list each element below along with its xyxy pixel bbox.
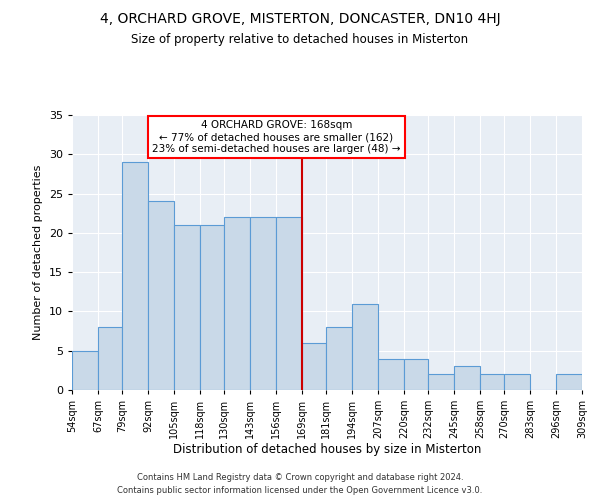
- Bar: [200, 225, 224, 390]
- Bar: [480, 374, 504, 390]
- Bar: [352, 304, 378, 390]
- Text: Size of property relative to detached houses in Misterton: Size of property relative to detached ho…: [131, 32, 469, 46]
- Bar: [148, 202, 174, 390]
- Text: 4 ORCHARD GROVE: 168sqm
← 77% of detached houses are smaller (162)
23% of semi-d: 4 ORCHARD GROVE: 168sqm ← 77% of detache…: [152, 120, 401, 154]
- Bar: [250, 217, 276, 390]
- Bar: [428, 374, 454, 390]
- Text: 4, ORCHARD GROVE, MISTERTON, DONCASTER, DN10 4HJ: 4, ORCHARD GROVE, MISTERTON, DONCASTER, …: [100, 12, 500, 26]
- Bar: [224, 217, 250, 390]
- Bar: [276, 217, 302, 390]
- Text: Distribution of detached houses by size in Misterton: Distribution of detached houses by size …: [173, 442, 481, 456]
- Bar: [326, 327, 352, 390]
- Bar: [72, 350, 98, 390]
- Bar: [556, 374, 582, 390]
- Bar: [122, 162, 148, 390]
- Bar: [378, 358, 404, 390]
- Y-axis label: Number of detached properties: Number of detached properties: [33, 165, 43, 340]
- Bar: [302, 343, 326, 390]
- Bar: [174, 225, 200, 390]
- Text: Contains public sector information licensed under the Open Government Licence v3: Contains public sector information licen…: [118, 486, 482, 495]
- Bar: [98, 327, 122, 390]
- Text: Contains HM Land Registry data © Crown copyright and database right 2024.: Contains HM Land Registry data © Crown c…: [137, 472, 463, 482]
- Bar: [454, 366, 480, 390]
- Bar: [504, 374, 530, 390]
- Bar: [404, 358, 428, 390]
